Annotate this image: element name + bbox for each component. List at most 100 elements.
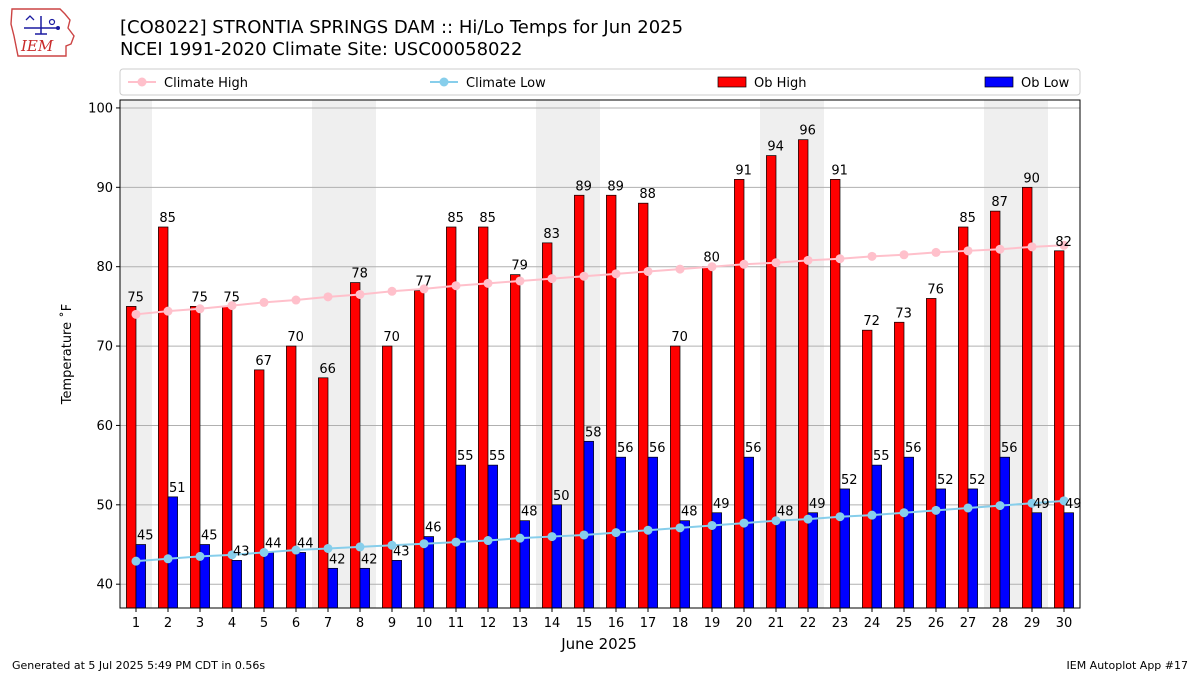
y-tick-label: 40 xyxy=(96,578,113,593)
y-tick-label: 80 xyxy=(96,260,113,275)
ob-low-value-label: 42 xyxy=(361,552,378,567)
x-tick-label: 4 xyxy=(228,616,236,631)
ob-high-bar xyxy=(766,155,777,609)
climate-high-point xyxy=(291,295,301,305)
ob-high-bar xyxy=(606,194,617,609)
ob-high-bar xyxy=(830,179,841,609)
iem-logo: IEM xyxy=(10,8,75,57)
legend-label: Ob Low xyxy=(1021,76,1070,91)
y-tick-label: 90 xyxy=(96,181,113,196)
y-axis-label: Temperature ˚F xyxy=(59,304,75,405)
ob-low-bar xyxy=(743,456,754,609)
ob-high-bar xyxy=(638,202,649,609)
legend-item: Ob Low xyxy=(984,76,1070,91)
climate-low-point xyxy=(515,533,525,543)
ob-low-value-label: 55 xyxy=(489,449,506,464)
ob-high-value-label: 83 xyxy=(543,227,560,242)
x-tick-label: 29 xyxy=(1024,616,1041,631)
ob-high-value-label: 90 xyxy=(1023,171,1040,186)
climate-high-point xyxy=(419,284,429,294)
ob-low-value-label: 42 xyxy=(329,552,346,567)
ob-low-value-label: 56 xyxy=(617,441,634,456)
ob-high-value-label: 87 xyxy=(991,195,1008,210)
ob-high-bar xyxy=(254,369,265,609)
x-tick-label: 16 xyxy=(608,616,625,631)
climate-low-point xyxy=(483,536,493,546)
ob-low-value-label: 48 xyxy=(777,505,794,520)
ob-low-value-label: 49 xyxy=(713,497,730,512)
ob-low-bar xyxy=(231,560,242,609)
climate-low-point xyxy=(963,503,973,513)
ob-high-value-label: 77 xyxy=(415,275,432,290)
climate-high-point xyxy=(675,264,685,274)
x-tick-label: 9 xyxy=(388,616,396,631)
ob-low-value-label: 51 xyxy=(169,481,186,496)
ob-high-bar xyxy=(1054,250,1065,609)
x-tick-label: 14 xyxy=(544,616,561,631)
ob-high-value-label: 91 xyxy=(735,163,752,178)
ob-high-bar xyxy=(670,345,681,609)
ob-high-value-label: 85 xyxy=(479,211,496,226)
ob-high-bar xyxy=(734,179,745,609)
ob-high-value-label: 72 xyxy=(863,314,880,329)
ob-high-value-label: 70 xyxy=(287,330,304,345)
ob-low-value-label: 48 xyxy=(521,505,538,520)
x-tick-label: 3 xyxy=(196,616,204,631)
ob-high-value-label: 79 xyxy=(511,259,528,274)
ob-high-bar xyxy=(862,329,873,609)
ob-high-value-label: 85 xyxy=(447,211,464,226)
legend-item: Climate Low xyxy=(430,76,546,91)
ob-high-value-label: 94 xyxy=(767,140,784,155)
ob-high-value-label: 75 xyxy=(191,290,208,305)
ob-low-value-label: 55 xyxy=(873,449,890,464)
x-tick-label: 15 xyxy=(576,616,593,631)
ob-low-value-label: 56 xyxy=(649,441,666,456)
x-tick-label: 23 xyxy=(832,616,849,631)
climate-low-point xyxy=(547,532,557,542)
x-tick-label: 11 xyxy=(448,616,465,631)
climate-high-point xyxy=(227,301,237,311)
ob-low-value-label: 55 xyxy=(457,449,474,464)
x-tick-label: 28 xyxy=(992,616,1009,631)
x-tick-label: 26 xyxy=(928,616,945,631)
climate-low-line xyxy=(135,499,1065,563)
climate-high-point xyxy=(963,246,973,256)
x-tick-label: 1 xyxy=(132,616,140,631)
y-tick-label: 100 xyxy=(88,101,113,116)
ob-low-value-label: 50 xyxy=(553,489,570,504)
ob-low-bar xyxy=(871,464,882,609)
ob-high-value-label: 89 xyxy=(575,179,592,194)
climate-low-point xyxy=(995,501,1005,511)
climate-low-point xyxy=(643,525,653,535)
ob-high-bar xyxy=(350,282,361,609)
climate-high-point xyxy=(643,266,653,276)
climate-high-point xyxy=(707,262,717,272)
ob-high-value-label: 66 xyxy=(319,362,336,377)
climate-low-point xyxy=(259,547,269,557)
ob-low-value-label: 56 xyxy=(745,441,762,456)
climate-high-point xyxy=(803,255,813,265)
climate-high-point xyxy=(547,274,557,284)
ob-low-bar xyxy=(583,440,594,609)
x-tick-label: 12 xyxy=(480,616,497,631)
climate-high-point xyxy=(1027,242,1037,252)
ob-low-bar xyxy=(135,544,146,609)
x-tick-label: 20 xyxy=(736,616,753,631)
x-axis-label: June 2025 xyxy=(560,635,637,653)
legend-item: Ob High xyxy=(717,76,807,91)
ob-low-bar xyxy=(263,552,274,609)
ob-low-bar xyxy=(295,552,306,609)
ob-high-bar xyxy=(798,139,809,609)
climate-low-point xyxy=(579,530,589,540)
footer-generated-text: Generated at 5 Jul 2025 5:49 PM CDT in 0… xyxy=(12,659,266,672)
ob-high-bar xyxy=(158,226,169,609)
climate-high-point xyxy=(771,258,781,268)
ob-high-bar xyxy=(542,242,553,609)
ob-high-value-label: 75 xyxy=(223,290,240,305)
climate-high-point xyxy=(579,271,589,281)
climate-low-point xyxy=(707,520,717,530)
ob-high-bar xyxy=(702,266,713,609)
climate-high-point xyxy=(739,259,749,269)
legend-label: Climate Low xyxy=(466,76,546,91)
ob-low-bar xyxy=(327,567,338,609)
